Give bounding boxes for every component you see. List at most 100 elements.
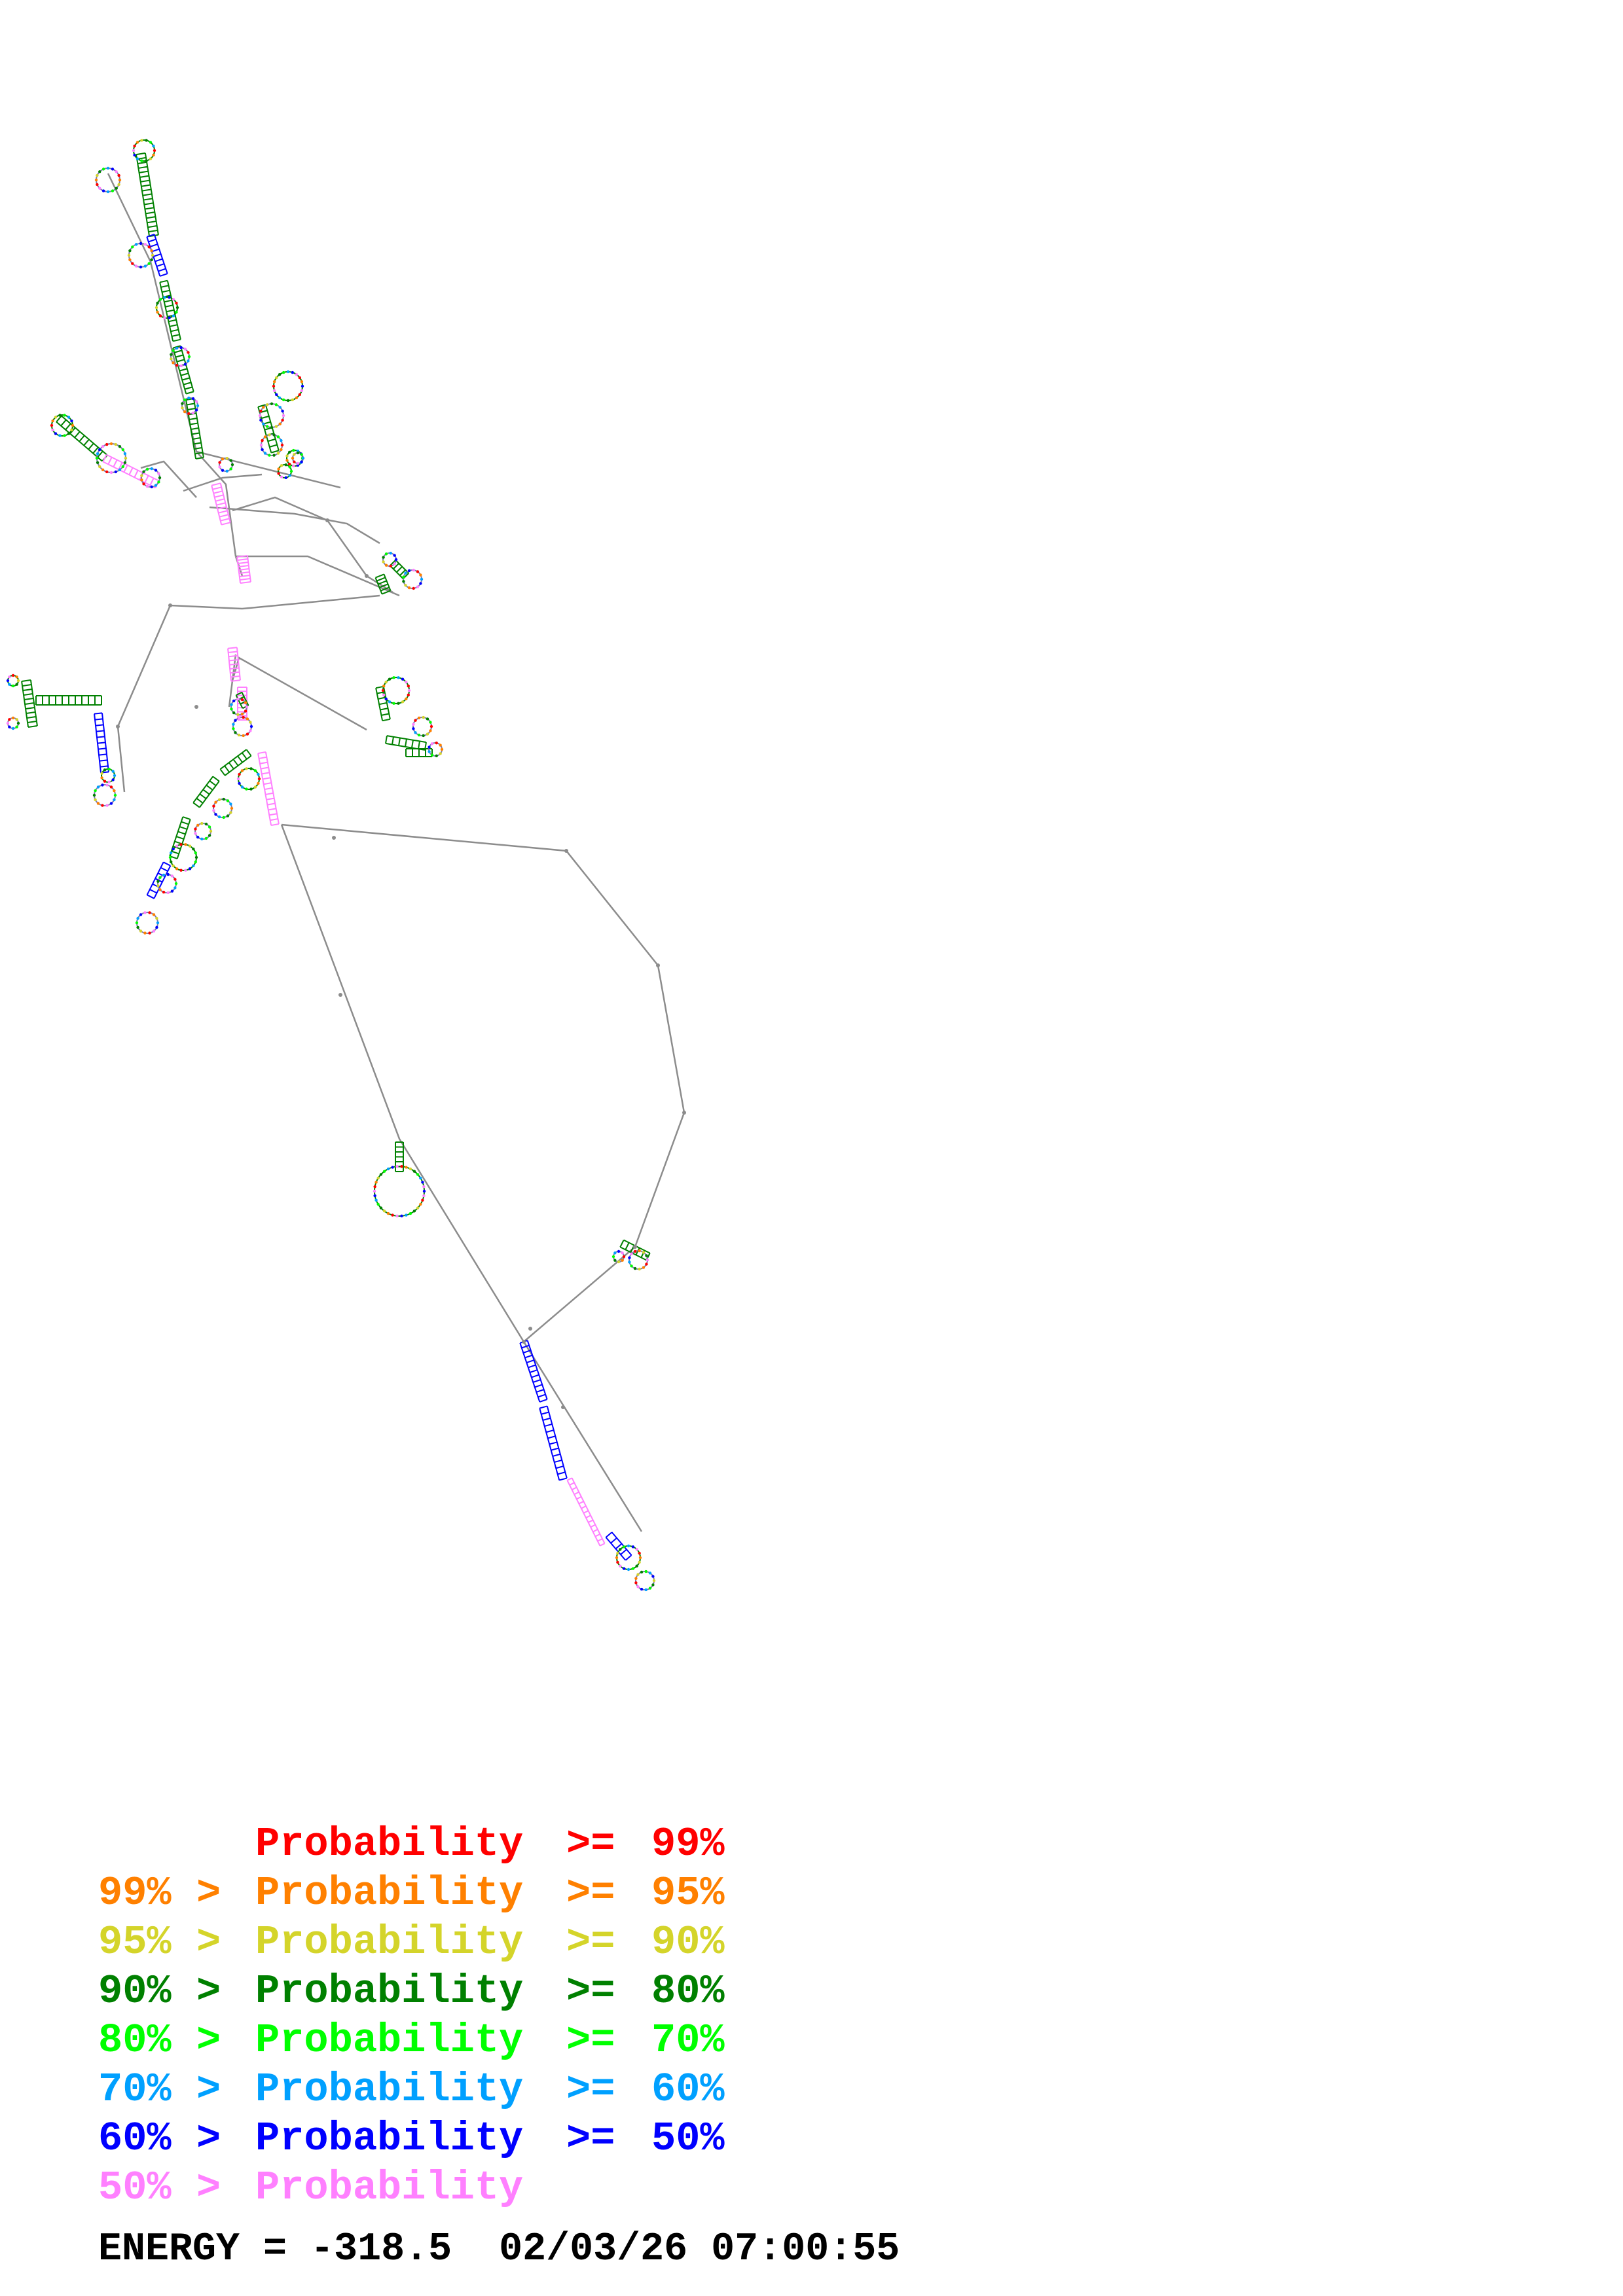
base-pair [392,736,394,745]
base-pair [532,1379,541,1383]
base-pair [263,782,272,785]
backbone-strand [140,460,197,498]
nucleotide [286,370,290,374]
nucleotide [293,453,296,456]
base-pair [136,152,146,156]
base-pair [257,404,266,408]
base-pair [239,571,250,574]
nucleotide [416,1206,420,1210]
base-pair [27,725,38,728]
nucleotide [682,1111,686,1115]
nucleotide [298,393,301,397]
nucleotide [301,456,305,460]
nucleotide [187,351,190,354]
nucleotide [222,797,225,801]
nucleotide [407,569,411,573]
base-pair [22,689,33,691]
nucleotide [16,679,20,683]
base-pair [218,510,228,514]
nucleotide [416,585,420,588]
nucleotide [392,676,395,679]
nucleotide [619,1564,622,1568]
nucleotide [109,802,113,805]
nucleotide [426,717,429,721]
base-pair [594,1534,600,1537]
nucleotide [230,463,234,467]
base-pair [259,761,268,764]
nucleotide [101,189,105,192]
base-pair [164,299,172,303]
base-pair [213,490,223,494]
nucleotide [633,1245,637,1249]
nucleotide [393,554,396,557]
nucleotide [249,767,253,770]
base-pair [177,831,186,835]
base-pair [24,698,34,700]
nucleotide [181,402,184,405]
base-pair [259,756,267,759]
base-pair [270,450,280,454]
nucleotide [422,1189,426,1193]
nucleotide [229,802,232,806]
nucleotide [196,404,200,408]
nucleotide [365,574,369,578]
nucleotide [384,552,388,556]
nucleotide [175,306,179,310]
nucleotide [249,729,252,732]
legend-operator: > [196,1968,221,2015]
nucleotide [143,931,147,935]
nucleotide [395,1164,399,1168]
nucleotide [170,851,173,855]
base-pair [228,651,238,653]
nucleotide [175,310,178,314]
base-pair [192,437,201,440]
nucleotide [200,837,204,841]
nucleotide [109,442,113,446]
nucleotide [373,1185,376,1189]
nucleotide [184,843,187,846]
nucleotide [114,442,117,446]
nucleotide [291,398,294,402]
nucleotide [101,468,105,471]
nucleotide [259,409,263,413]
nucleotide [384,697,388,701]
rna-secondary-structure-diagram [6,139,686,1592]
base-pair [148,238,156,243]
nucleotide [430,753,434,757]
nucleotide [166,872,170,876]
nucleotide [236,697,240,701]
helix-strand [241,692,249,706]
base-pair [585,1515,591,1518]
base-pair [137,161,147,164]
backbone-strand [183,473,263,492]
nucleotide [134,243,138,246]
nucleotide [292,448,295,452]
nucleotide [268,454,271,457]
base-pair [134,470,139,478]
nucleotide [381,689,385,692]
base-pair [181,821,189,825]
nucleotide [636,1585,640,1588]
base-pair [191,432,200,435]
base-pair [98,753,107,756]
nucleotide [152,153,155,157]
nucleotide [286,399,290,403]
legend-row: 90% > Probability >= 80% [0,1967,786,2016]
nucleotide [407,684,410,688]
nucleotide [172,361,175,365]
nucleotide [136,925,139,929]
base-pair [170,329,179,332]
base-pair [139,170,149,173]
nucleotide [393,562,396,565]
nucleotide [173,886,177,889]
nucleotide [635,1548,638,1551]
nucleotide [439,744,442,747]
nucleotide [170,874,174,878]
energy-label: ENERGY = [98,2227,311,2272]
nucleotide [409,1167,412,1171]
nucleotide [238,772,241,776]
nucleotide [218,465,221,469]
nucleotide [642,1251,646,1254]
nucleotide [419,1202,422,1206]
legend-operator: >= [566,1919,615,1965]
